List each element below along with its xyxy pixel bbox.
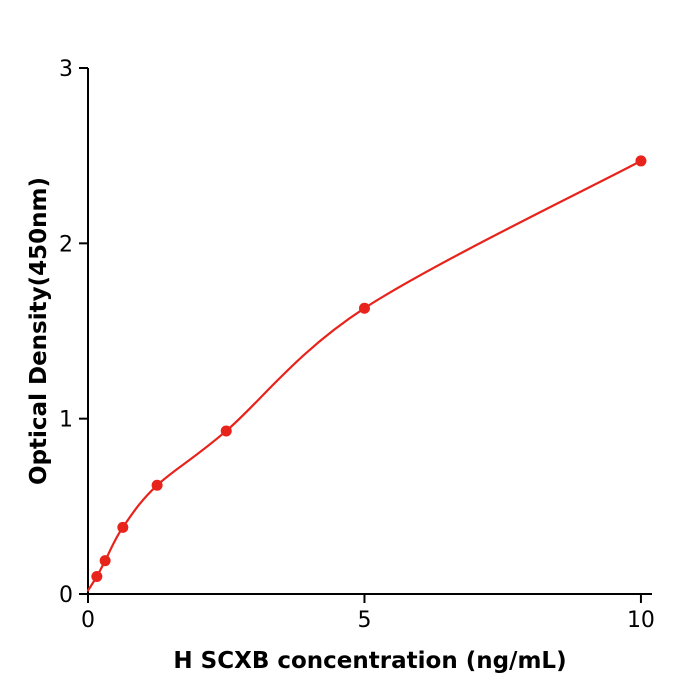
- y-axis-label: Optical Density(450nm): [26, 177, 52, 485]
- x-tick-label: 0: [81, 608, 95, 633]
- axis-spines: [87, 68, 652, 595]
- y-tick-label: 3: [59, 57, 73, 82]
- data-point: [635, 155, 647, 167]
- x-tick-label: 5: [357, 608, 371, 633]
- data-point: [91, 570, 103, 582]
- series-layer: [86, 155, 647, 592]
- y-tick-label: 0: [59, 583, 73, 608]
- data-point: [220, 425, 232, 437]
- axes-layer: 0 5 10 0 1 2 3: [59, 57, 655, 633]
- x-tick-label: 10: [627, 608, 655, 633]
- y-tick-label: 2: [59, 232, 73, 257]
- x-axis-label: H SCXB concentration (ng/mL): [173, 648, 566, 674]
- data-point: [358, 302, 370, 314]
- fit-curve: [86, 159, 643, 592]
- y-tick-label: 1: [59, 408, 73, 433]
- data-point: [151, 479, 163, 491]
- data-point: [117, 521, 129, 533]
- data-point: [99, 555, 111, 567]
